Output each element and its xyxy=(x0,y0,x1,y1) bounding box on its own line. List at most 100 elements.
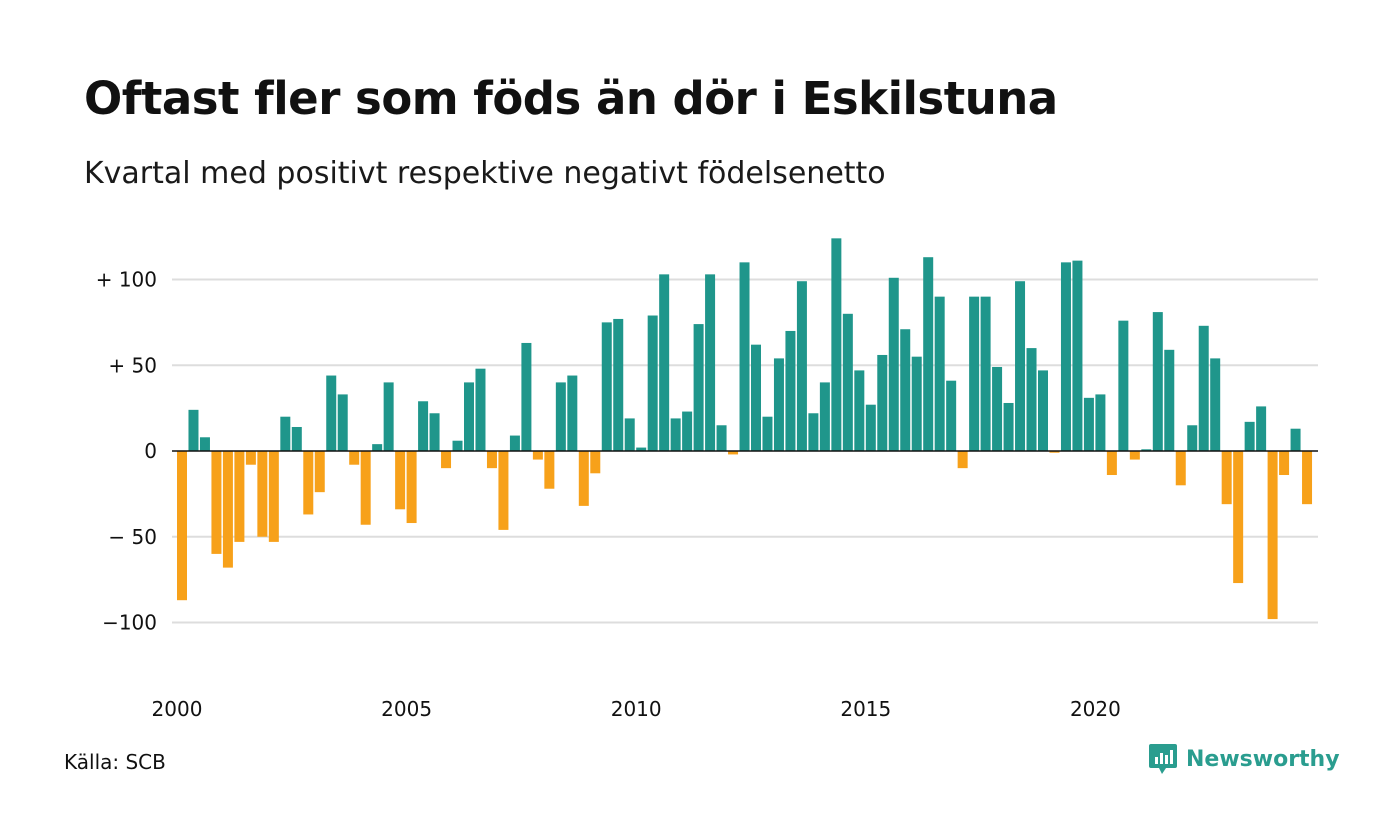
x-tick-label: 2010 xyxy=(611,697,662,721)
chart-title: Oftast fler som föds än dör i Eskilstuna xyxy=(84,72,1058,125)
bar xyxy=(1026,348,1037,451)
bar xyxy=(992,366,1003,451)
bar xyxy=(464,382,474,451)
bar xyxy=(280,416,291,451)
bar xyxy=(739,262,750,451)
bar xyxy=(751,344,761,451)
x-tick-label: 2005 xyxy=(381,697,432,721)
bar xyxy=(1095,394,1106,451)
bar xyxy=(303,451,314,515)
chart-subtitle: Kvartal med positivt respektive negativt… xyxy=(84,156,886,191)
bar xyxy=(372,444,383,451)
bar xyxy=(980,296,991,451)
bar xyxy=(590,451,601,474)
bar xyxy=(1049,451,1060,453)
bar xyxy=(177,451,187,601)
bar xyxy=(1015,281,1026,451)
bar xyxy=(1129,451,1140,460)
bar xyxy=(934,296,945,451)
bar xyxy=(222,451,233,568)
bar xyxy=(647,315,658,451)
y-axis-ticks: + 100 + 50 0 − 50 −100 xyxy=(96,268,157,635)
bar xyxy=(1038,370,1048,451)
bar xyxy=(234,451,245,542)
bar xyxy=(429,413,440,451)
bar-chart: + 100 + 50 0 − 50 −100 2000 2005 2010 2015 2020 xyxy=(96,238,1318,721)
bar xyxy=(819,382,830,451)
bar xyxy=(578,451,589,506)
bar xyxy=(337,394,348,451)
bar xyxy=(1302,451,1313,505)
bar xyxy=(257,451,268,537)
bar xyxy=(613,318,624,451)
bar xyxy=(923,257,934,451)
bar xyxy=(865,404,876,451)
bar xyxy=(406,451,417,524)
bar xyxy=(475,368,486,451)
x-tick-label: 2015 xyxy=(840,697,891,721)
bar xyxy=(1164,349,1175,451)
bar xyxy=(1221,451,1232,505)
bar xyxy=(314,451,325,493)
bar xyxy=(1106,451,1117,476)
bar xyxy=(601,322,612,451)
bar xyxy=(842,313,853,451)
bar xyxy=(1267,451,1278,620)
bar xyxy=(544,451,555,489)
brand-logo: Newsworthy xyxy=(1148,742,1340,776)
bar xyxy=(211,451,222,554)
bar xyxy=(1175,451,1186,486)
bar xyxy=(245,451,256,465)
bar xyxy=(1210,358,1221,451)
bar xyxy=(705,274,716,451)
x-tick-label: 2020 xyxy=(1070,697,1121,721)
bar xyxy=(1198,325,1209,451)
bar xyxy=(383,382,394,451)
bar xyxy=(1187,425,1198,451)
bar xyxy=(1118,320,1129,451)
y-tick-label: − 50 xyxy=(108,525,157,549)
bar xyxy=(659,274,670,451)
bar xyxy=(418,401,429,451)
bar xyxy=(624,418,635,451)
bar xyxy=(1244,421,1255,451)
bar xyxy=(911,356,922,451)
bar xyxy=(268,451,279,542)
bar xyxy=(762,416,773,451)
bar xyxy=(532,451,543,460)
y-tick-label: + 50 xyxy=(108,353,157,377)
bar xyxy=(452,440,463,451)
y-tick-label: + 100 xyxy=(96,268,157,292)
bar xyxy=(796,281,807,451)
bar xyxy=(188,409,199,451)
bar xyxy=(199,437,210,451)
bar xyxy=(969,296,980,451)
bar xyxy=(877,354,888,451)
bar xyxy=(567,375,578,451)
bar xyxy=(1152,312,1163,451)
y-tick-label: −100 xyxy=(102,611,157,635)
bar xyxy=(693,324,704,451)
newsworthy-logo-icon xyxy=(1149,744,1177,774)
x-axis-ticks: 2000 2005 2010 2015 2020 xyxy=(152,697,1121,721)
bar xyxy=(360,451,371,525)
bar xyxy=(1141,449,1152,451)
bar xyxy=(1256,406,1267,451)
bar xyxy=(555,382,566,451)
bar xyxy=(1072,260,1083,451)
bar xyxy=(888,277,899,451)
bar xyxy=(773,358,784,451)
bar xyxy=(498,451,509,530)
bar xyxy=(326,375,337,451)
bar xyxy=(900,329,911,451)
source-note: Källa: SCB xyxy=(64,750,166,774)
bar xyxy=(716,425,727,451)
bar xyxy=(509,435,520,451)
bar xyxy=(349,451,360,465)
bars xyxy=(177,238,1313,620)
bar xyxy=(395,451,406,510)
bar xyxy=(1290,428,1301,451)
bar xyxy=(854,370,865,451)
bar xyxy=(1279,451,1290,476)
x-tick-label: 2000 xyxy=(152,697,203,721)
